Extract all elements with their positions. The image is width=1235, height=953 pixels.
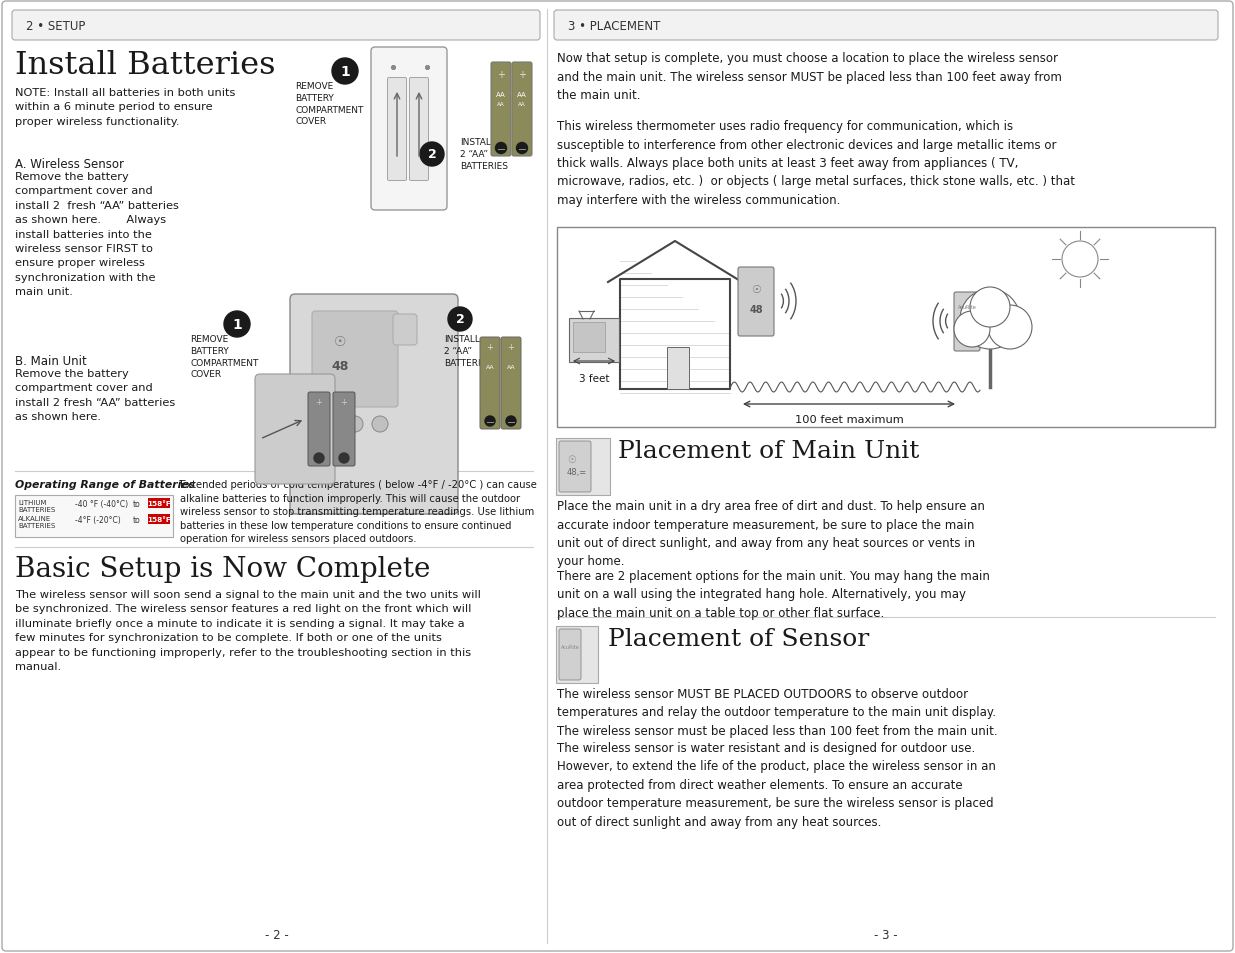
- Text: Placement of Main Unit: Placement of Main Unit: [618, 439, 919, 462]
- Text: Placement of Sensor: Placement of Sensor: [608, 627, 869, 650]
- Text: The wireless sensor is water resistant and is designed for outdoor use.
However,: The wireless sensor is water resistant a…: [557, 741, 995, 828]
- FancyBboxPatch shape: [559, 441, 592, 493]
- Text: ☉: ☉: [567, 455, 576, 464]
- Text: AA: AA: [498, 102, 505, 108]
- FancyBboxPatch shape: [148, 515, 170, 524]
- Text: +: +: [496, 70, 505, 80]
- Text: 48,=: 48,=: [567, 468, 588, 476]
- Text: AA: AA: [506, 365, 515, 370]
- Text: +: +: [508, 343, 515, 352]
- FancyBboxPatch shape: [492, 63, 511, 157]
- Text: 158°F: 158°F: [147, 517, 170, 522]
- FancyBboxPatch shape: [370, 48, 447, 211]
- Circle shape: [224, 312, 249, 337]
- Text: - 2 -: - 2 -: [266, 928, 289, 942]
- Text: This wireless thermometer uses radio frequency for communication, which is
susce: This wireless thermometer uses radio fre…: [557, 120, 1074, 207]
- Text: LITHIUM
BATTERIES: LITHIUM BATTERIES: [19, 499, 56, 513]
- Text: 48: 48: [750, 305, 763, 314]
- FancyBboxPatch shape: [254, 375, 335, 484]
- Circle shape: [420, 143, 445, 167]
- FancyBboxPatch shape: [556, 438, 610, 496]
- Text: AA: AA: [496, 91, 506, 98]
- FancyBboxPatch shape: [15, 496, 173, 537]
- Text: REMOVE
BATTERY
COMPARTMENT
COVER: REMOVE BATTERY COMPARTMENT COVER: [295, 82, 363, 126]
- Text: AA: AA: [485, 365, 494, 370]
- Circle shape: [332, 59, 358, 85]
- Circle shape: [322, 416, 338, 433]
- Text: 2: 2: [456, 314, 464, 326]
- Text: 100 feet maximum: 100 feet maximum: [794, 415, 903, 424]
- FancyBboxPatch shape: [555, 11, 1218, 41]
- FancyBboxPatch shape: [953, 293, 981, 352]
- Circle shape: [372, 416, 388, 433]
- Text: A. Wireless Sensor: A. Wireless Sensor: [15, 158, 124, 171]
- Text: ―: ―: [498, 146, 505, 152]
- Text: -4°F (-20°C): -4°F (-20°C): [75, 516, 121, 524]
- FancyBboxPatch shape: [569, 318, 619, 363]
- Text: INSTALL
2 “AA”
BATTERIES: INSTALL 2 “AA” BATTERIES: [445, 335, 492, 367]
- FancyBboxPatch shape: [388, 78, 406, 181]
- Circle shape: [506, 416, 516, 427]
- Circle shape: [448, 308, 472, 332]
- Text: to: to: [133, 516, 141, 524]
- Text: ―: ―: [519, 146, 526, 152]
- Text: Extended periods of cold temperatures ( below -4°F / -20°C ) can cause
alkaline : Extended periods of cold temperatures ( …: [180, 479, 537, 544]
- FancyBboxPatch shape: [557, 228, 1215, 428]
- Text: ☉: ☉: [751, 285, 761, 294]
- Text: Remove the battery
compartment cover and
install 2  fresh “AA” batteries
as show: Remove the battery compartment cover and…: [15, 172, 179, 297]
- Text: AcuRite: AcuRite: [561, 644, 579, 649]
- FancyBboxPatch shape: [308, 393, 330, 467]
- Text: ―: ―: [508, 418, 515, 424]
- Text: 1: 1: [340, 65, 350, 79]
- Text: +: +: [341, 398, 347, 407]
- Circle shape: [516, 143, 527, 154]
- Text: AA: AA: [519, 102, 526, 108]
- FancyBboxPatch shape: [480, 337, 500, 430]
- FancyBboxPatch shape: [148, 498, 170, 509]
- Circle shape: [969, 288, 1010, 328]
- FancyBboxPatch shape: [12, 11, 540, 41]
- Text: 48: 48: [331, 359, 348, 373]
- Circle shape: [495, 143, 506, 154]
- FancyBboxPatch shape: [739, 268, 774, 336]
- Text: The wireless sensor will soon send a signal to the main unit and the two units w: The wireless sensor will soon send a sig…: [15, 589, 480, 671]
- Circle shape: [485, 416, 495, 427]
- Circle shape: [960, 290, 1020, 350]
- FancyBboxPatch shape: [556, 626, 598, 683]
- Text: Now that setup is complete, you must choose a location to place the wireless sen: Now that setup is complete, you must cho…: [557, 52, 1062, 102]
- Text: 158°F: 158°F: [147, 500, 170, 506]
- FancyBboxPatch shape: [333, 393, 354, 467]
- Circle shape: [953, 312, 990, 348]
- Text: 3 feet: 3 feet: [579, 374, 609, 384]
- Text: AA: AA: [517, 91, 527, 98]
- Circle shape: [1062, 242, 1098, 277]
- Circle shape: [338, 454, 350, 463]
- Text: B. Main Unit: B. Main Unit: [15, 355, 86, 368]
- FancyBboxPatch shape: [501, 337, 521, 430]
- FancyBboxPatch shape: [393, 314, 417, 346]
- Text: Remove the battery
compartment cover and
install 2 fresh “AA” batteries
as shown: Remove the battery compartment cover and…: [15, 369, 175, 422]
- Text: Place the main unit in a dry area free of dirt and dust. To help ensure an
accur: Place the main unit in a dry area free o…: [557, 499, 984, 568]
- FancyBboxPatch shape: [513, 63, 532, 157]
- Text: 2 • SETUP: 2 • SETUP: [26, 19, 85, 32]
- FancyBboxPatch shape: [573, 323, 605, 353]
- Text: AcuRite: AcuRite: [957, 305, 977, 310]
- Text: +: +: [487, 343, 494, 352]
- Text: ―: ―: [487, 418, 494, 424]
- Text: Basic Setup is Now Complete: Basic Setup is Now Complete: [15, 556, 430, 582]
- Circle shape: [988, 306, 1032, 350]
- FancyBboxPatch shape: [667, 348, 689, 390]
- FancyBboxPatch shape: [559, 629, 580, 680]
- FancyBboxPatch shape: [312, 312, 398, 408]
- Text: +: +: [517, 70, 526, 80]
- Text: The wireless sensor MUST BE PLACED OUTDOORS to observe outdoor
temperatures and : The wireless sensor MUST BE PLACED OUTDO…: [557, 687, 998, 738]
- Circle shape: [314, 454, 324, 463]
- Text: 3 • PLACEMENT: 3 • PLACEMENT: [568, 19, 661, 32]
- Text: Operating Range of Batteries: Operating Range of Batteries: [15, 479, 195, 490]
- Text: Install Batteries: Install Batteries: [15, 50, 275, 81]
- Text: to: to: [133, 499, 141, 509]
- FancyBboxPatch shape: [410, 78, 429, 181]
- Text: INSTALL
2 “AA”
BATTERIES: INSTALL 2 “AA” BATTERIES: [459, 138, 508, 171]
- Circle shape: [347, 416, 363, 433]
